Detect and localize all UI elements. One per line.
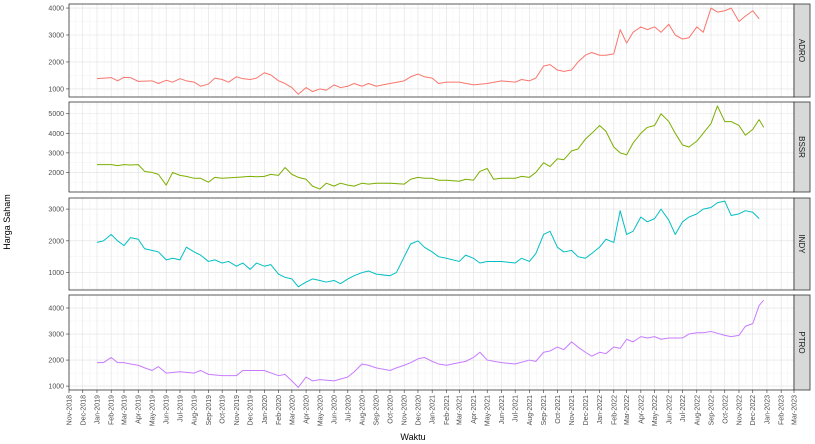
series-line-bssr [96,105,765,190]
panel-background [69,198,794,290]
x-tick-label: Mar-2022 [624,395,631,425]
x-tick-label: Feb-2020 [276,395,283,425]
x-tick-label: Nov-2020 [402,395,409,425]
x-tick-label: Aug-2021 [527,395,534,425]
y-tick-label: 1000 [48,270,64,277]
x-tick-label: Dec-2019 [248,395,255,425]
panel-adro: 1000 2000 3000 4000 ADRO [48,3,811,98]
x-tick-label: May-2020 [317,395,324,426]
x-tick-label: Nov-2022 [736,395,743,425]
x-tick-label: Sep-2020 [374,395,381,425]
x-tick-label: Jan-2023 [764,395,771,424]
x-axis-title: Waktu [400,432,425,442]
y-tick-label: 4000 [48,131,64,138]
x-tick-label: Dec-2022 [750,395,757,425]
series-line-indy [96,200,760,288]
x-tick-label: May-2022 [652,395,659,426]
y-tick-label: 3000 [48,207,64,214]
y-tick-label: 3000 [48,332,64,339]
x-tick-label: Oct-2019 [220,395,227,424]
x-tick-label: Sep-2019 [206,395,213,425]
y-tick-label: 2000 [48,59,64,66]
panel-ptro: 1000 2000 3000 4000 PTRO [48,294,811,391]
y-tick-label: 2000 [48,170,64,177]
x-tick-label: Mar-2020 [289,395,296,425]
x-tick-label: Apr-2021 [471,395,478,424]
facet-label: BSSR [797,136,806,158]
x-tick-label: Feb-2019 [109,395,116,425]
facet-strip [793,101,811,193]
x-tick-label: Jan-2021 [430,395,437,424]
x-tick-label: Feb-2023 [779,395,786,425]
facet-strip [793,3,811,98]
y-tick-label: 1000 [48,384,64,391]
x-tick-label: Jan-2019 [94,395,101,424]
x-tick-label: Jul-2020 [345,395,352,422]
x-tick-label: Jul-2022 [680,395,687,422]
x-tick-label: Jan-2022 [597,395,604,424]
facet-label: PTRO [797,331,806,353]
y-tick-label: 5000 [48,111,64,118]
x-tick-label: Jun-2020 [332,395,339,424]
panel-indy: 1000 2000 3000 INDY [48,197,811,291]
panels-layer: 1000 2000 3000 4000 ADRO 2000 3000 4000 5000 BSSR… [48,3,811,391]
x-tick-label: Mar-2021 [457,395,464,425]
x-tick-label: Dec-2021 [583,395,590,425]
x-tick-label: Jul-2021 [513,395,520,422]
x-tick-label: Sep-2022 [708,395,715,425]
facet-label: INDY [797,234,806,254]
y-tick-label: 1000 [48,86,64,93]
x-tick-label: Jul-2019 [177,395,184,422]
panel-bssr: 2000 3000 4000 5000 BSSR [48,101,811,193]
x-tick-label: May-2019 [150,395,157,426]
y-tick-label: 3000 [48,150,64,157]
x-tick-label: Nov-2019 [234,395,241,425]
x-tick-label: Feb-2021 [444,395,451,425]
panel-background [69,295,794,390]
x-tick-label: Jun-2022 [666,395,673,424]
x-tick-label: Apr-2020 [304,395,311,424]
x-tick-label: Apr-2022 [638,395,645,424]
x-tick-label: Jan-2020 [262,395,269,424]
y-tick-label: 4000 [48,6,64,13]
x-tick-label: Nov-2021 [569,395,576,425]
x-axis: Nov-2018 Dec-2018 Jan-2019 Feb-2019 Mar-2019… [67,390,799,426]
x-tick-label: Oct-2021 [555,395,562,424]
y-tick-label: 4000 [48,306,64,313]
y-tick-label: 2000 [48,238,64,245]
x-tick-label: Mar-2019 [122,395,129,425]
x-tick-label: Aug-2022 [694,395,701,425]
y-tick-label: 2000 [48,358,64,365]
series-line-ptro [96,299,765,388]
x-tick-label: Nov-2018 [67,395,74,425]
x-tick-label: Aug-2019 [192,395,199,425]
x-tick-label: May-2021 [485,395,492,426]
x-tick-label: Oct-2022 [722,395,729,424]
facet-label: ADRO [797,39,806,62]
x-tick-label: Mar-2023 [792,395,799,425]
facet-strip [793,294,811,391]
y-axis-title: Harga Saham [2,194,12,250]
x-tick-label: Sep-2021 [541,395,548,425]
facet-strip [793,197,811,291]
panel-background [69,4,794,97]
x-tick-label: Feb-2022 [611,395,618,425]
x-tick-label: Oct-2020 [387,395,394,424]
x-tick-label: Jun-2019 [164,395,171,424]
x-tick-label: Jun-2021 [499,395,506,424]
y-tick-label: 3000 [48,33,64,40]
x-tick-label: Dec-2018 [80,395,87,425]
x-tick-label: Dec-2020 [415,395,422,425]
x-tick-label: Apr-2019 [136,395,143,424]
x-tick-label: Aug-2020 [360,395,367,425]
series-line-adro [96,7,760,95]
